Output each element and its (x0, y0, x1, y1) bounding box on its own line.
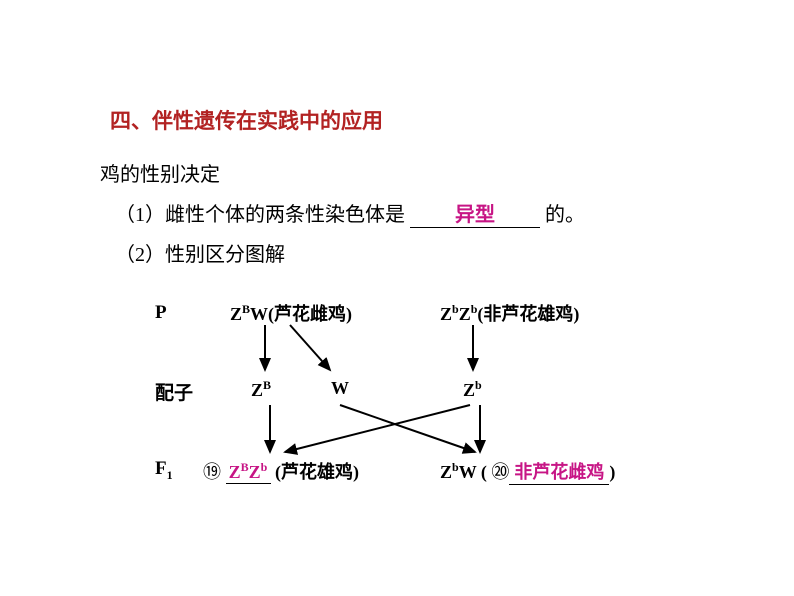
point-1-blank: 异型 (410, 198, 540, 228)
label-gametes: 配子 (155, 378, 193, 405)
f1-left-desc: (芦花雄鸡) (275, 462, 359, 482)
gamete-2: W (331, 378, 349, 399)
subtitle-text: 鸡的性别决定 (100, 164, 220, 186)
f1-left-value: ZBZb (229, 462, 268, 482)
f1-left: ⑲ ZBZb (芦花雄鸡) (203, 458, 359, 484)
label-f1-sub: 1 (167, 468, 173, 482)
f1-right-close: ) (609, 462, 615, 482)
label-p: P (155, 302, 167, 324)
point-2: （2）性别区分图解 (115, 238, 285, 267)
p-right: ZbZb(非芦花雄鸡) (440, 300, 579, 326)
section-title: 四、伴性遗传在实践中的应用 (110, 105, 383, 135)
label-f1: F1 (155, 458, 173, 483)
f1-right-geno: ZbW (440, 462, 476, 482)
point-1-blank-value: 异型 (455, 204, 495, 226)
point-1-suffix: 的。 (545, 204, 585, 226)
f1-right-open: ( (481, 462, 487, 482)
f1-right: ZbW ( ⑳非芦花雌鸡) (440, 458, 615, 485)
gamete-3: Zb (463, 378, 482, 401)
p-right-geno: ZbZb (440, 304, 477, 324)
p-left-desc: (芦花雌鸡) (268, 304, 352, 324)
p-left: ZBW(芦花雌鸡) (230, 300, 352, 326)
f1-left-blank: ZBZb (226, 460, 271, 484)
section-title-text: 四、伴性遗传在实践中的应用 (110, 109, 383, 133)
label-f1-text: F (155, 458, 167, 479)
inheritance-diagram: P ZBW(芦花雌鸡) ZbZb(非芦花雄鸡) 配子 ZB W Zb F1 ⑲ … (155, 300, 685, 500)
f1-right-value: 非芦花雌鸡 (514, 462, 604, 482)
p-right-desc: (非芦花雄鸡) (477, 304, 579, 324)
f1-right-blank: 非芦花雌鸡 (509, 458, 609, 485)
point-1: （1）雌性个体的两条性染色体是 异型 的。 (115, 198, 585, 228)
p-left-geno: ZBW (230, 304, 268, 324)
subtitle: 鸡的性别决定 (100, 158, 220, 187)
f1-left-num: ⑲ (203, 458, 221, 484)
point-1-prefix: （1）雌性个体的两条性染色体是 (115, 204, 405, 226)
f1-right-num: ⑳ (491, 458, 509, 484)
point-2-text: （2）性别区分图解 (115, 244, 285, 266)
gamete-1: ZB (251, 378, 271, 401)
